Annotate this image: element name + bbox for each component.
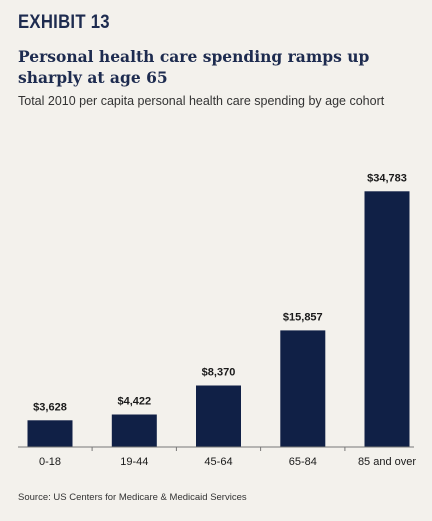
bar-65-84 — [280, 330, 326, 447]
data-label: $3,628 — [33, 401, 67, 413]
chart-title: Personal health care spending ramps up s… — [18, 47, 370, 87]
category-label: 0-18 — [39, 456, 61, 468]
bar-19-44 — [111, 414, 157, 447]
data-label: $4,422 — [117, 396, 151, 408]
exhibit-label: EXHIBIT 13 — [18, 12, 110, 33]
bar-85-and-over — [364, 191, 410, 447]
data-label: $34,783 — [367, 172, 407, 184]
chart-subtitle: Total 2010 per capita personal health ca… — [18, 94, 385, 108]
data-label: $8,370 — [202, 367, 236, 379]
bar-0-18 — [27, 420, 73, 447]
data-label: $15,857 — [283, 311, 323, 323]
category-label: 85 and over — [358, 456, 416, 468]
category-label: 19-44 — [120, 456, 148, 468]
source-note: Source: US Centers for Medicare & Medica… — [18, 492, 247, 503]
category-label: 45-64 — [204, 456, 232, 468]
category-label: 65-84 — [289, 456, 317, 468]
bar-45-64 — [196, 385, 241, 447]
